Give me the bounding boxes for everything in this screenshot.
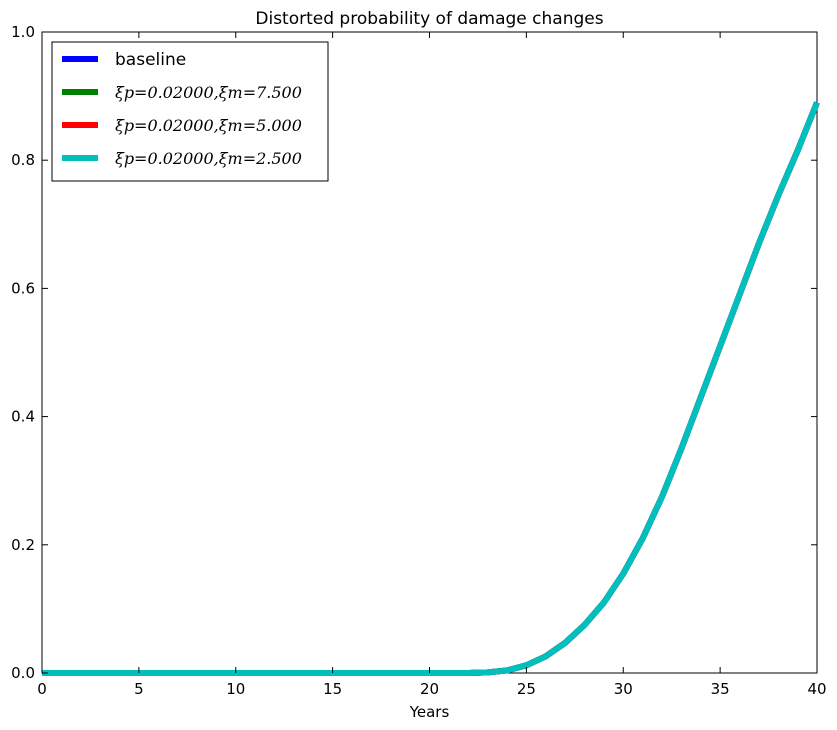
series-layer [42,101,820,676]
chart-title: Distorted probability of damage changes [255,9,603,29]
x-tick-label: 0 [37,680,47,698]
x-tick-label: 15 [323,680,342,698]
y-tick-label: 1.0 [11,23,35,41]
y-tick-label: 0.2 [11,536,35,554]
legend: baseline ξp=0.02000,ξm=7.500 ξp=0.02000,ξm… [51,41,329,182]
y-tick-label: 0.4 [11,408,35,426]
legend-label-2: ξp=0.02000,ξm=5.000 [115,116,302,135]
x-tick-label: 30 [614,680,633,698]
x-tick-label: 20 [420,680,439,698]
x-tick-label: 10 [226,680,245,698]
series-line-3 [42,101,820,676]
y-tick-label: 0.8 [11,151,35,169]
y-tick-label: 0.6 [11,279,35,297]
x-tick-label: 40 [807,680,826,698]
x-axis-title: Years [409,703,450,721]
x-tick-label: 25 [517,680,536,698]
x-tick-label: 5 [134,680,144,698]
legend-label-3: ξp=0.02000,ξm=2.500 [115,149,302,168]
legend-label-0: baseline [115,50,186,70]
y-tick-label: 0.0 [11,664,35,682]
x-tick-label: 35 [711,680,730,698]
legend-label-1: ξp=0.02000,ξm=7.500 [115,83,302,102]
axis-ticks: 0 5 10 15 20 25 30 35 40 0.0 0.2 0.4 0.6 0.8 1.0 [11,23,826,698]
